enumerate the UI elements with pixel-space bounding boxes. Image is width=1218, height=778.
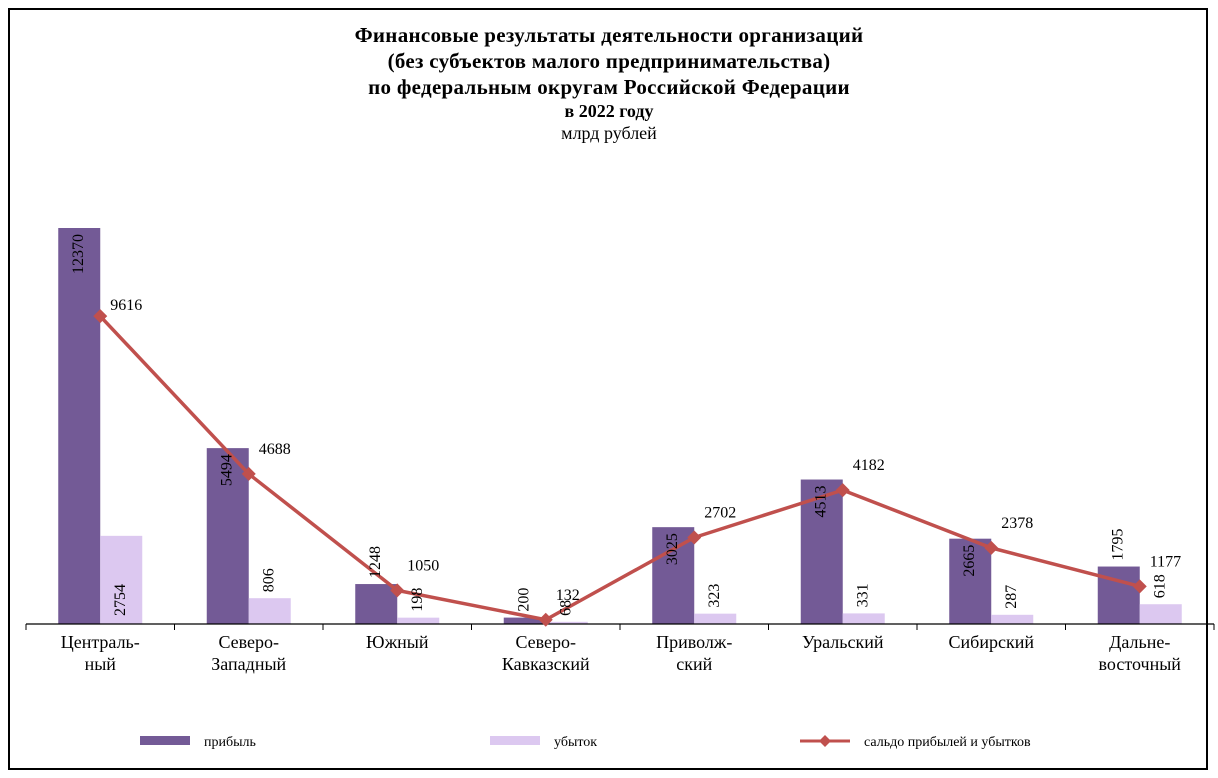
- saldo-point: [687, 530, 702, 545]
- bar-loss: [100, 535, 143, 624]
- saldo-point: [835, 483, 850, 498]
- saldo-line: [98, 314, 1141, 622]
- legend-label: прибыль: [204, 735, 256, 750]
- x-tick-label: ский: [676, 654, 712, 674]
- data-label-loss: 287: [1003, 585, 1020, 609]
- data-label-profit: 1248: [367, 546, 384, 578]
- saldo-point: [241, 466, 256, 481]
- bar-loss: [1139, 604, 1182, 624]
- chart-title-line-2: (без субъектов малого предпринимательств…: [387, 49, 831, 73]
- data-label-saldo: 2702: [704, 505, 736, 522]
- legend-label: убыток: [554, 735, 597, 750]
- bar-profit: [206, 448, 249, 624]
- x-tick-label: Сибирский: [949, 632, 1035, 652]
- legend-swatch: [490, 736, 540, 745]
- data-label-profit: 1795: [1109, 529, 1126, 561]
- chart-title-line-3: по федеральным округам Российской Федера…: [368, 75, 850, 99]
- chart-subtitle: в 2022 году: [564, 101, 654, 121]
- data-label-profit: 200: [515, 588, 532, 612]
- x-tick-label: Дальне-: [1109, 632, 1170, 652]
- bar-loss: [248, 598, 291, 624]
- data-label-saldo: 132: [556, 587, 580, 604]
- chart-unit: млрд рублей: [561, 123, 657, 143]
- chart-title-block: Финансовые результаты деятельности орган…: [0, 22, 1218, 144]
- chart-title-line-1: Финансовые результаты деятельности орган…: [354, 23, 864, 47]
- x-tick-label: Кавказский: [502, 654, 590, 674]
- data-label-loss: 68: [557, 600, 574, 616]
- data-label-profit: 3025: [664, 533, 681, 565]
- chart-frame: [8, 8, 1208, 770]
- data-label-loss: 198: [409, 588, 426, 612]
- data-label-saldo: 4182: [853, 457, 885, 474]
- bar-profit: [800, 479, 843, 624]
- bar-profit: [58, 228, 101, 624]
- x-tick-label: ный: [85, 654, 117, 674]
- x-tick-label: Северо-: [218, 632, 279, 652]
- bar-loss: [694, 613, 737, 624]
- bar-loss: [991, 614, 1034, 624]
- x-tick-label: восточный: [1099, 654, 1182, 674]
- bar-profit: [503, 617, 546, 624]
- data-label-loss: 618: [1151, 574, 1168, 598]
- bar-loss: [397, 617, 440, 624]
- data-label-profit: 2665: [961, 545, 978, 577]
- saldo-point: [538, 612, 553, 627]
- data-label-profit: 4513: [812, 486, 829, 518]
- data-label-saldo: 9616: [110, 297, 142, 314]
- x-tick-label: Приволж-: [656, 632, 732, 652]
- x-tick-label: Уральский: [802, 632, 884, 652]
- data-label-saldo: 4688: [259, 441, 291, 458]
- data-label-saldo: 1050: [407, 557, 439, 574]
- x-tick-label: Централь-: [61, 632, 140, 652]
- data-label-loss: 806: [260, 568, 277, 592]
- data-label-profit: 5494: [218, 454, 235, 486]
- bar-profit: [949, 538, 992, 624]
- bar-loss: [545, 621, 588, 624]
- data-label-profit: 12370: [70, 234, 87, 274]
- saldo-point: [1132, 579, 1147, 594]
- bar-loss: [842, 613, 885, 624]
- legend-swatch: [140, 736, 190, 745]
- data-label-loss: 323: [706, 584, 723, 608]
- legend-marker: [819, 735, 831, 747]
- x-tick-label: Западный: [211, 654, 286, 674]
- x-tick-label: Северо-: [515, 632, 576, 652]
- bar-profit: [355, 584, 398, 624]
- saldo-point: [390, 583, 405, 598]
- data-label-loss: 2754: [112, 584, 129, 616]
- legend-label: сальдо прибылей и убытков: [864, 735, 1031, 750]
- data-label-saldo: 1177: [1150, 553, 1181, 570]
- x-tick-label: Южный: [366, 632, 429, 652]
- saldo-point: [984, 540, 999, 555]
- saldo-point: [93, 309, 108, 324]
- bar-profit: [1097, 566, 1140, 624]
- data-label-loss: 331: [854, 583, 871, 607]
- data-label-saldo: 2378: [1001, 515, 1033, 532]
